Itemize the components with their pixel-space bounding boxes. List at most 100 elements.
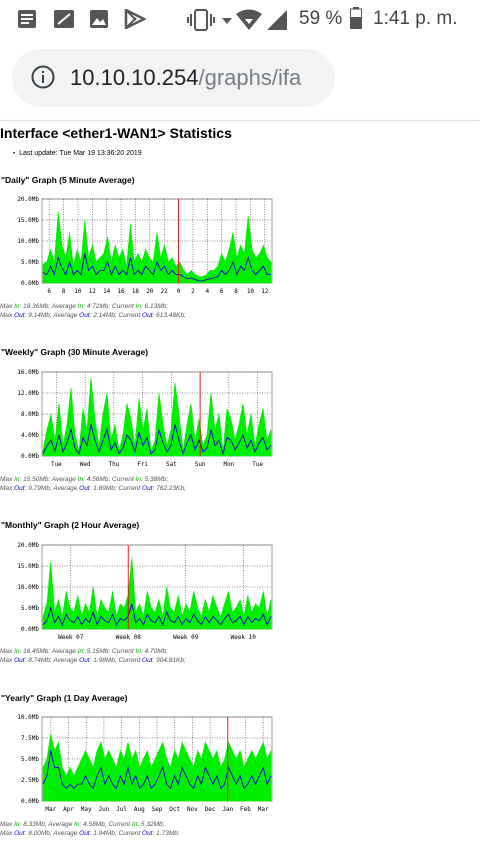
y-tick-label: 12.0Mb (17, 390, 39, 397)
x-tick-label: 18 (132, 288, 140, 295)
clock: 1:41 p. m. (373, 8, 458, 29)
x-tick-label: Sep (152, 806, 163, 813)
stats-out: Max Out: 8.74Mb; Average Out: 1.98Mb; Cu… (0, 657, 186, 664)
x-tick-label: 4 (206, 288, 210, 295)
y-tick-label: 15.0Mb (17, 217, 39, 224)
signal-icon (267, 10, 287, 30)
x-tick-label: Sun (195, 461, 206, 468)
x-tick-label: 12 (261, 288, 269, 295)
y-tick-label: 15.0Mb (17, 563, 39, 570)
series-out-line (42, 603, 272, 627)
y-tick-label: 20.0Mb (17, 196, 39, 203)
x-tick-label: 6 (220, 288, 224, 295)
status-bar: 59 % 1:41 p. m. (0, 0, 480, 38)
x-tick-label: Wed (80, 461, 91, 468)
x-tick-label: Mon (223, 461, 234, 468)
url-bar[interactable]: 10.10.10.254/graphs/ifa (12, 49, 335, 107)
notes-icon (18, 10, 36, 28)
x-tick-label: Jan (222, 806, 233, 813)
y-tick-label: 0.0Mb (21, 798, 39, 805)
series-out-line (42, 424, 272, 456)
stats-in: Max In: 16.45Mb; Average In: 5.15Mb; Cur… (0, 648, 169, 655)
last-update: • Last update: Tue Mar 19 13:36:20 2019 (13, 150, 142, 157)
y-tick-label: 5.0Mb (21, 259, 39, 266)
x-tick-label: 8 (234, 288, 238, 295)
stats-out: Max Out: 9.14Mb; Average Out: 2.14Mb; Cu… (0, 312, 186, 319)
play-store-icon (124, 9, 146, 29)
x-tick-label: Week 09 (173, 634, 199, 641)
x-tick-label: Jun (99, 806, 110, 813)
image-icon (90, 10, 108, 28)
x-tick-label: 2 (191, 288, 195, 295)
x-tick-label: Thu (108, 461, 119, 468)
x-tick-label: Mar (258, 806, 269, 813)
x-tick-label: Week 07 (58, 634, 84, 641)
x-tick-label: 22 (161, 288, 169, 295)
x-tick-label: Week 08 (116, 634, 142, 641)
y-tick-label: 10.0Mb (17, 714, 39, 721)
battery-percent: 59 % (299, 8, 343, 29)
x-tick-label: Fri (137, 461, 148, 468)
x-tick-label: May (81, 806, 92, 813)
series-in-area (42, 557, 272, 630)
x-tick-label: Aug (134, 806, 145, 813)
series-out-line (42, 750, 272, 790)
daily-graph: 0.0Mb 5.0Mb 10.0Mb 15.0Mb 20.0Mb 6 8 10 12 14 16 18… (17, 196, 273, 295)
url-host: 10.10.10.254 (70, 65, 199, 90)
screenshot-icon (54, 10, 74, 28)
x-tick-label: Tue (51, 461, 62, 468)
y-tick-label: 16.0Mb (17, 369, 39, 376)
stats-out: Max Out: 9.79Mb; Average Out: 1.89Mb; Cu… (0, 485, 186, 492)
graph-title: "Weekly" Graph (30 Minute Average) (1, 347, 149, 357)
stats-out: Max Out: 8.00Mb; Average Out: 1.94Mb; Cu… (0, 830, 180, 837)
x-tick-label: Week 10 (231, 634, 257, 641)
x-tick-label: 10 (74, 288, 82, 295)
y-tick-label: 2.5Mb (21, 777, 39, 784)
monthly-graph: 0.0Mb 5.0Mb 10.0Mb 15.0Mb 20.0Mb Week 07 Week … (17, 542, 273, 641)
yearly-graph: 0.0Mb 2.5Mb 5.0Mb 7.5Mb 10.0Mb Mar Apr May Jun Ju… (17, 714, 273, 813)
x-tick-label: 8 (62, 288, 66, 295)
data-arrows-icon (222, 18, 232, 24)
graph-stats: Max In: 15.50Mb; Average In: 4.56Mb; Cur… (0, 475, 186, 493)
x-tick-label: 6 (47, 288, 51, 295)
page-title: Interface <ether1-WAN1> Statistics (0, 125, 232, 141)
graph-stats: Max In: 16.45Mb; Average In: 5.15Mb; Cur… (0, 647, 186, 665)
wifi-icon (236, 9, 262, 30)
x-tick-label: Mar (45, 806, 56, 813)
x-tick-label: Tue (252, 461, 263, 468)
series-in-area (42, 733, 272, 802)
x-tick-label: 0 (177, 288, 181, 295)
stats-in: Max In: 15.50Mb; Average In: 4.56Mb; Cur… (0, 476, 169, 483)
x-tick-label: 16 (117, 288, 125, 295)
graph-title: "Monthly" Graph (2 Hour Average) (1, 520, 140, 530)
x-tick-label: Apr (63, 806, 74, 813)
url-path: /graphs/ifa (198, 65, 302, 90)
url-text[interactable]: 10.10.10.254/graphs/ifa (70, 65, 301, 91)
x-tick-label: 12 (89, 288, 97, 295)
y-tick-label: 0.0Mb (21, 453, 39, 460)
graph-title: "Yearly" Graph (1 Day Average) (1, 693, 128, 703)
graph-stats: Max In: 18.36Mb; Average In: 4.72Mb; Cur… (0, 302, 186, 320)
x-tick-label: 20 (146, 288, 154, 295)
x-tick-label: Feb (240, 806, 251, 813)
y-tick-label: 0.0Mb (21, 626, 39, 633)
x-tick-label: 14 (103, 288, 111, 295)
y-tick-label: 7.5Mb (21, 735, 39, 742)
vibrate-icon (187, 9, 215, 31)
y-tick-label: 0.0Mb (21, 280, 39, 287)
series-in-area (42, 211, 272, 284)
y-tick-label: 4.0Mb (21, 432, 39, 439)
y-tick-label: 20.0Mb (17, 542, 39, 549)
stats-in: Max In: 18.36Mb; Average In: 4.72Mb; Cur… (0, 303, 169, 310)
x-tick-label: Nov (187, 806, 198, 813)
info-icon[interactable] (31, 65, 55, 89)
x-tick-label: 10 (247, 288, 255, 295)
battery-icon (350, 7, 362, 29)
x-tick-label: Oct (169, 806, 180, 813)
stats-in: Max In: 8.33Mb; Average In: 4.58Mb; Curr… (0, 821, 165, 828)
last-update-text: Last update: Tue Mar 19 13:36:20 2019 (19, 150, 142, 157)
graph-title: "Daily" Graph (5 Minute Average) (1, 175, 135, 185)
x-tick-label: Dec (205, 806, 216, 813)
x-tick-label: Jul (116, 806, 127, 813)
weekly-graph: 0.0Mb 4.0Mb 8.0Mb 12.0Mb 16.0Mb Tue Wed Thu Fri S… (17, 369, 273, 468)
